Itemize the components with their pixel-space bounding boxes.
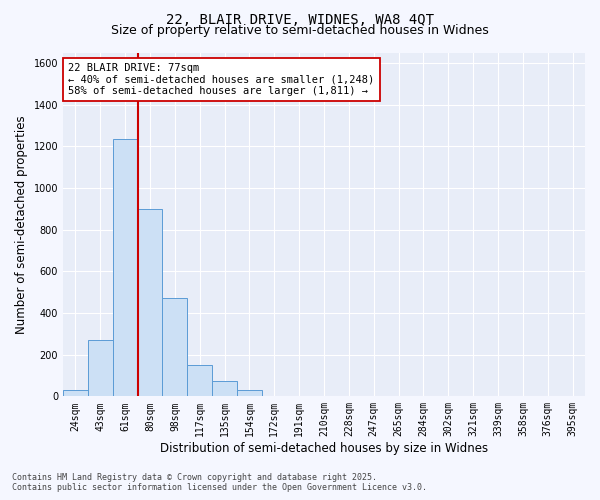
Text: 22, BLAIR DRIVE, WIDNES, WA8 4QT: 22, BLAIR DRIVE, WIDNES, WA8 4QT bbox=[166, 12, 434, 26]
Bar bbox=[88, 340, 113, 396]
Y-axis label: Number of semi-detached properties: Number of semi-detached properties bbox=[15, 115, 28, 334]
Bar bbox=[163, 298, 187, 396]
Text: Contains HM Land Registry data © Crown copyright and database right 2025.
Contai: Contains HM Land Registry data © Crown c… bbox=[12, 473, 427, 492]
Bar bbox=[212, 380, 237, 396]
Bar bbox=[187, 365, 212, 396]
Bar bbox=[237, 390, 262, 396]
X-axis label: Distribution of semi-detached houses by size in Widnes: Distribution of semi-detached houses by … bbox=[160, 442, 488, 455]
Bar bbox=[63, 390, 88, 396]
Bar bbox=[137, 209, 163, 396]
Bar bbox=[113, 139, 137, 396]
Text: Size of property relative to semi-detached houses in Widnes: Size of property relative to semi-detach… bbox=[111, 24, 489, 37]
Text: 22 BLAIR DRIVE: 77sqm
← 40% of semi-detached houses are smaller (1,248)
58% of s: 22 BLAIR DRIVE: 77sqm ← 40% of semi-deta… bbox=[68, 63, 374, 96]
